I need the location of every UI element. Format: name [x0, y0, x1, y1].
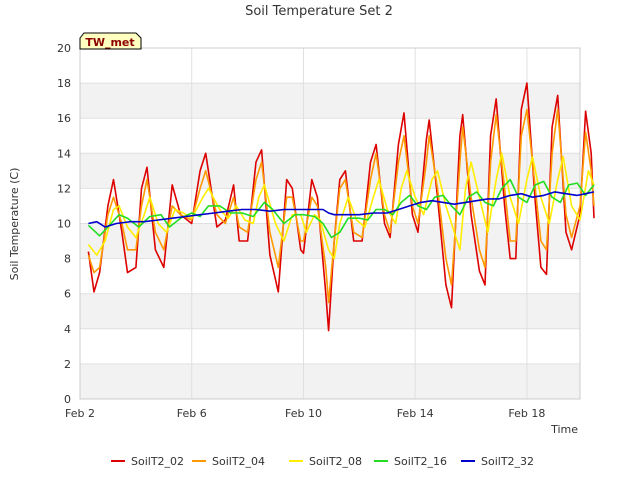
y-tick-label: 12 — [57, 182, 71, 195]
series-line-soilt2-08 — [87, 152, 595, 260]
y-tick-label: 4 — [64, 323, 71, 336]
x-tick-label: Feb 10 — [285, 407, 322, 420]
x-tick-label: Feb 6 — [177, 407, 207, 420]
station-badge: TW_met — [79, 32, 142, 50]
y-tick-label: 16 — [57, 112, 71, 125]
badge-shape — [79, 32, 142, 50]
grid-band — [80, 83, 580, 119]
series-layer — [87, 82, 595, 332]
legend-label: SoilT2_02 — [131, 455, 184, 468]
x-tick-label: Feb 2 — [65, 407, 95, 420]
legend-label: SoilT2_16 — [394, 455, 447, 468]
legend-label: SoilT2_04 — [212, 455, 265, 468]
chart-title: Soil Temperature Set 2 — [245, 4, 393, 19]
x-tick-label: Feb 18 — [508, 407, 545, 420]
x-axis-label: Time — [550, 423, 578, 436]
grid-band — [80, 363, 580, 399]
y-tick-label: 20 — [57, 42, 71, 55]
y-tick-label: 6 — [64, 288, 71, 301]
x-tick-label: Feb 14 — [397, 407, 434, 420]
series-line-soilt2-04 — [87, 108, 595, 304]
plot-frame — [79, 47, 581, 400]
y-tick-label: 2 — [64, 358, 71, 371]
legend-label: SoilT2_08 — [309, 455, 362, 468]
legend: SoilT2_02 SoilT2_04 SoilT2_08 SoilT2_16 Soil… — [111, 455, 534, 468]
y-tick-label: 18 — [57, 77, 71, 90]
y-axis-ticks: 0 2 4 6 8 10 12 14 16 18 20 — [57, 42, 71, 406]
legend-label: SoilT2_32 — [481, 455, 534, 468]
y-tick-label: 14 — [57, 147, 71, 160]
series-line-soilt2-32 — [88, 191, 595, 228]
y-axis-label: Soil Temperature (C) — [8, 168, 21, 281]
y-tick-label: 0 — [64, 393, 71, 406]
grid-band — [80, 153, 580, 189]
y-tick-label: 10 — [57, 218, 71, 231]
badge-label: TW_met — [85, 36, 134, 49]
x-axis-ticks: Feb 2 Feb 6 Feb 10 Feb 14 Feb 18 — [65, 407, 545, 420]
y-tick-label: 8 — [64, 253, 71, 266]
